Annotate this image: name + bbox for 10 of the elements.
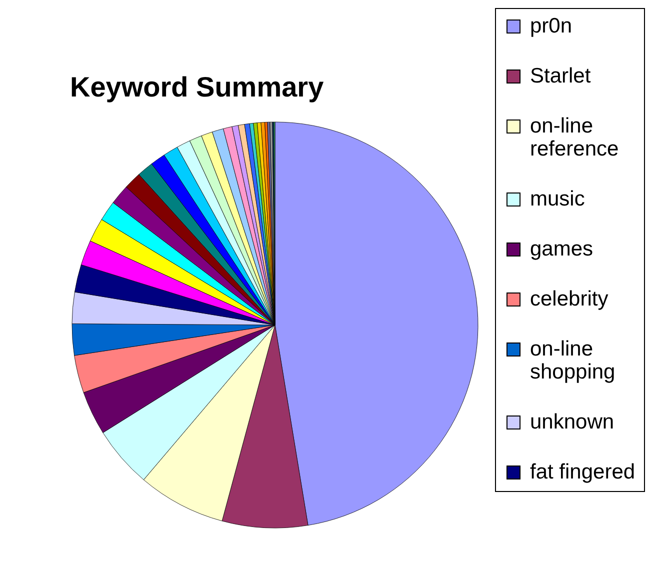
legend-label: on-line reference	[530, 114, 619, 160]
legend-label: unknown	[530, 410, 614, 434]
legend-label: Starlet	[530, 64, 591, 88]
legend-label: fat fingered	[530, 460, 636, 484]
legend-label: music	[530, 188, 585, 210]
legend-label: on-line shopping	[530, 338, 616, 384]
text: Keyword Summary	[70, 72, 324, 102]
legend-label: games	[530, 238, 594, 260]
legend-label: celebrity	[530, 288, 609, 310]
legend-label: pr0n	[530, 14, 572, 38]
